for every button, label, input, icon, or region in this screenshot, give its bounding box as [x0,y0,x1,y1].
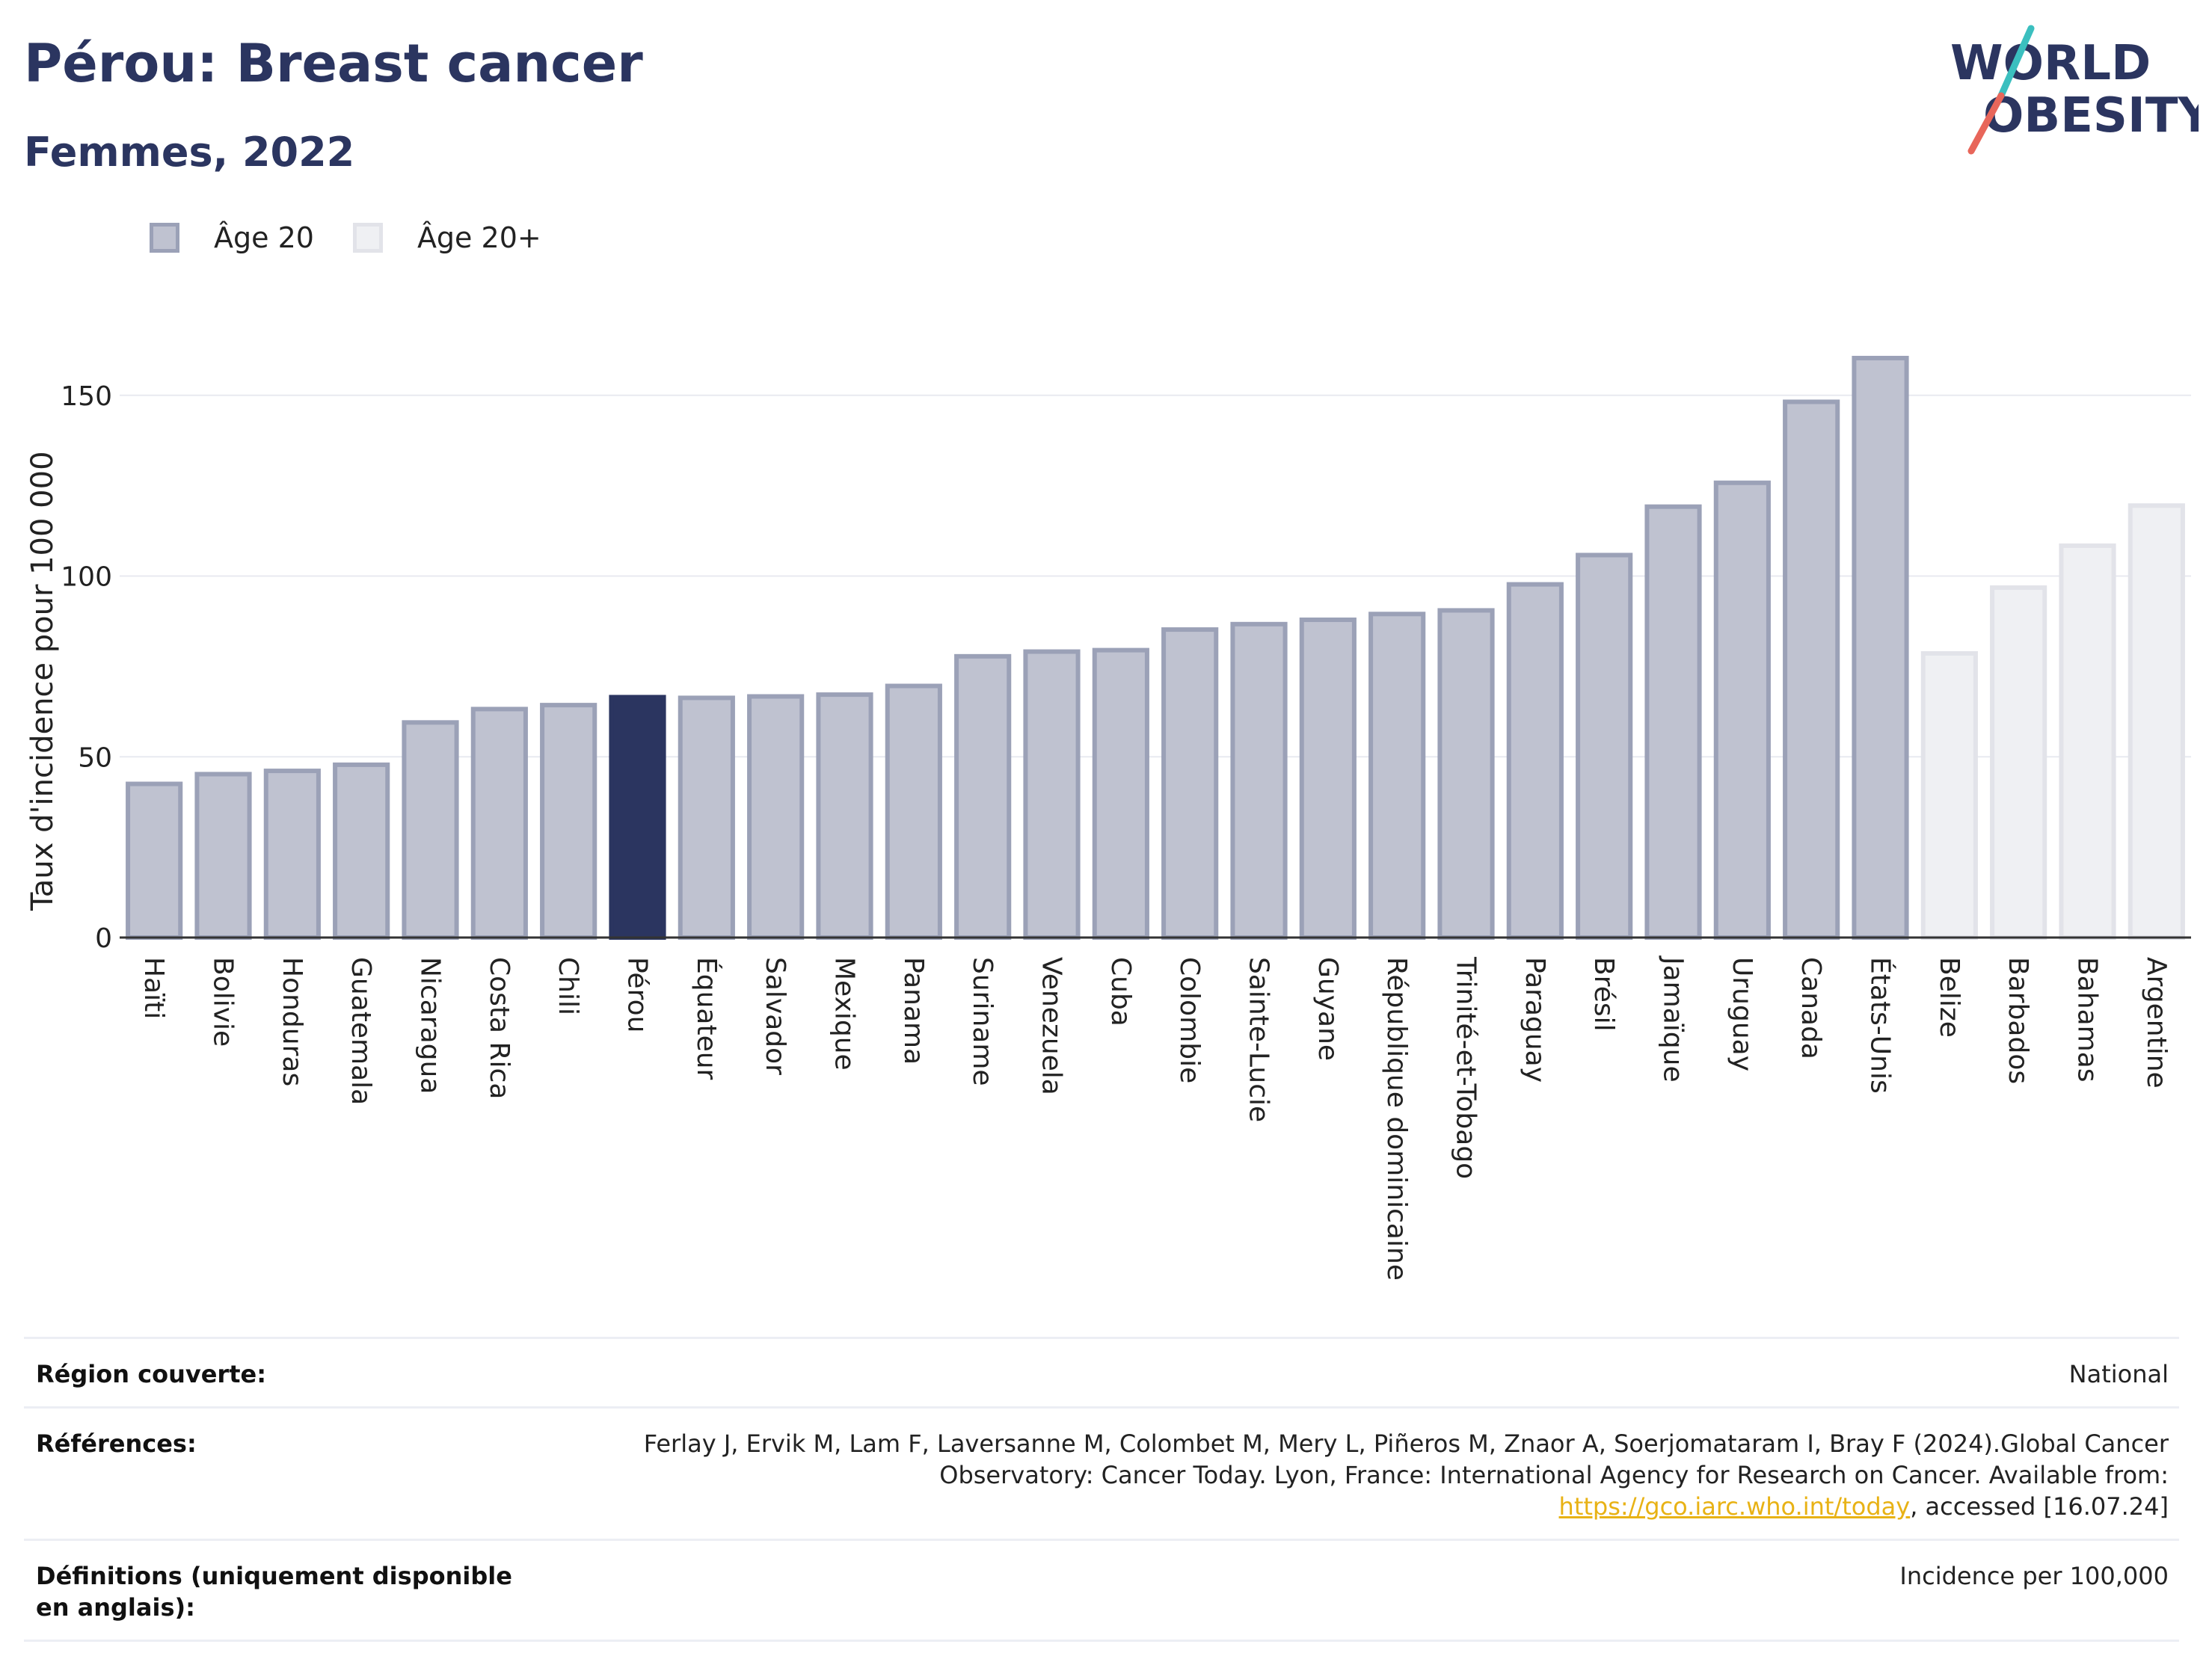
x-tick-label: Honduras [277,957,307,1086]
references-text: Ferlay J, Ervik M, Lam F, Laversanne M, … [643,1429,2169,1489]
x-tick-label: Colombie [1174,957,1205,1083]
bar [1576,552,1633,940]
x-tick-label: Venezuela [1036,957,1067,1095]
x-tick-label: Cuba [1105,957,1136,1026]
x-tick-label: Équateur [691,957,722,1080]
x-tick-label: Guyane [1312,957,1343,1061]
x-tick-label: Uruguay [1727,957,1757,1071]
x-tick-label: Brésil [1588,957,1619,1032]
chart-title: Pérou: Breast cancer [24,33,643,94]
chart-legend: Âge 20 Âge 20+ [150,221,580,254]
bar [470,707,528,940]
world-obesity-logo: WORLD OBESITY [1950,25,2199,155]
bar [2127,503,2185,940]
bar [263,769,321,940]
x-tick-label: Jamaïque [1658,955,1689,1083]
y-tick-label: 0 [95,923,112,954]
bar [194,772,252,941]
bar-chart: 0 50 100 150 Taux d'incidence pour 100 000 Ha… [25,355,2191,1281]
y-tick-label: 100 [61,562,112,593]
logo-slash-coral [1967,92,2005,155]
bar [1161,627,1219,940]
x-tick-label: Sainte-Lucie [1244,957,1274,1122]
region-value: National [2068,1360,2169,1388]
bar [540,703,597,940]
x-tick-label: Bolivie [208,957,239,1047]
bar [816,692,873,940]
bar [1644,504,1702,940]
region-label: Région couverte: [36,1360,266,1388]
bar [1092,647,1149,940]
references-label: Références: [36,1429,197,1458]
definitions-row: Définitions (uniquement disponible en an… [24,1539,2179,1642]
references-value: Ferlay J, Ervik M, Lam F, Laversanne M, … [598,1428,2169,1522]
bar [1023,649,1081,940]
x-tick-label: Bahamas [2072,957,2103,1083]
bar [885,683,942,940]
bar [609,695,666,940]
x-tick-label: États-Unis [1865,957,1896,1094]
references-link[interactable]: https://gco.iarc.who.int/today [1558,1492,1911,1521]
bar [2059,543,2116,940]
y-tick-label: 50 [78,742,112,773]
x-tick-label: République dominicaine [1381,957,1412,1281]
definitions-label: Définitions (uniquement disponible en an… [36,1562,512,1622]
x-tick-label: Salvador [760,957,790,1075]
bar [126,781,183,940]
bar [1437,608,1495,940]
x-tick-label: Haïti [138,957,169,1019]
logo-line-2: OBESITY [1983,88,2199,144]
bar [1990,585,2047,940]
bar [747,694,805,940]
bar [402,720,459,940]
y-axis-label: Taux d'incidence pour 100 000 [25,451,60,911]
bar [1299,618,1357,940]
references-suffix: , accessed [16.07.24] [1910,1492,2169,1521]
bar [1368,612,1426,941]
legend-swatch-age20plus [352,223,383,253]
x-tick-label: Chili [553,957,583,1015]
bar [678,695,735,940]
x-tick-label: Barbados [2003,957,2033,1084]
x-tick-label: Panama [898,957,929,1065]
bar [1506,582,1564,940]
bar [954,653,1012,940]
x-tick-label: Belize [1934,957,1964,1038]
bar [1920,650,1978,940]
legend-label-age20: Âge 20 [214,221,314,254]
x-tick-label: Mexique [829,957,860,1071]
x-tick-label: Costa Rica [484,957,514,1099]
references-row: Références: Ferlay J, Ervik M, Lam F, La… [24,1406,2179,1539]
legend-swatch-age20 [150,223,179,253]
legend-item-age20plus[interactable]: Âge 20+ [352,221,541,254]
chart-subtitle: Femmes, 2022 [24,129,355,176]
bar [1852,355,1909,940]
bar [1713,480,1771,940]
x-tick-label: Suriname [967,957,998,1086]
legend-item-age20[interactable]: Âge 20 [150,221,314,254]
x-tick-label: Pérou [622,957,653,1032]
bar [1783,399,1840,940]
metadata-table: Région couverte: National Références: Fe… [24,1337,2179,1642]
region-row: Région couverte: National [24,1337,2179,1406]
x-tick-label: Guatemala [345,957,376,1105]
logo-line-1: WORLD [1950,36,2151,91]
x-tick-label: Paraguay [1520,957,1550,1083]
logo-slash-teal [1997,25,2035,99]
bar [1230,621,1288,940]
x-tick-label: Nicaragua [415,957,446,1094]
y-tick-label: 150 [61,381,112,412]
x-tick-label: Argentine [2141,957,2172,1089]
x-tick-label: Canada [1795,957,1826,1059]
definitions-value: Incidence per 100,000 [1899,1562,2169,1590]
legend-label-age20plus: Âge 20+ [417,221,541,254]
bar [333,762,390,941]
x-tick-label: Trinité-et-Tobago [1451,956,1481,1179]
